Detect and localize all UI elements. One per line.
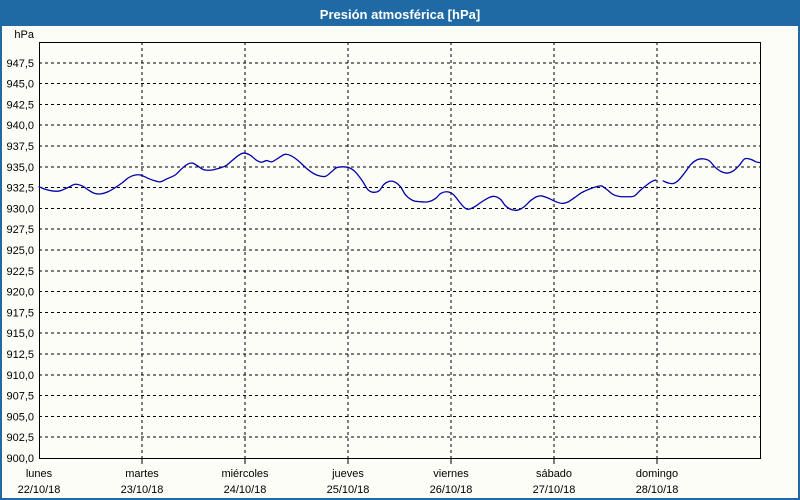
x-day-date-label: 26/10/18	[430, 484, 473, 496]
y-tick-label: 930,0	[6, 203, 34, 215]
y-tick-label: 902,5	[6, 432, 34, 444]
x-day-name-label: jueves	[331, 468, 364, 480]
plot-frame	[39, 42, 761, 459]
x-day-name-label: martes	[125, 468, 159, 480]
y-tick-label: 920,0	[6, 287, 34, 299]
y-tick-label: 927,5	[6, 224, 34, 236]
y-axis-unit-label: hPa	[14, 29, 34, 41]
x-day-date-label: 27/10/18	[533, 484, 576, 496]
x-day-name-label: domingo	[636, 468, 678, 480]
x-day-date-label: 25/10/18	[327, 484, 370, 496]
y-tick-label: 925,0	[6, 245, 34, 257]
title-bar: Presión atmosférica [hPa]	[2, 2, 798, 26]
y-tick-label: 917,5	[6, 307, 34, 319]
y-tick-label: 932,5	[6, 183, 34, 195]
y-tick-label: 935,0	[6, 162, 34, 174]
pressure-line	[38, 152, 657, 211]
x-day-name-label: lunes	[26, 468, 53, 480]
y-tick-label: 937,5	[6, 141, 34, 153]
y-tick-label: 947,5	[6, 58, 34, 70]
x-day-date-label: 23/10/18	[121, 484, 164, 496]
x-day-date-label: 22/10/18	[18, 484, 61, 496]
y-tick-label: 915,0	[6, 328, 34, 340]
y-tick-label: 942,5	[6, 99, 34, 111]
y-tick-label: 940,0	[6, 120, 34, 132]
window-title: Presión atmosférica [hPa]	[319, 6, 481, 22]
x-day-name-label: sábado	[536, 468, 572, 480]
y-tick-label: 945,0	[6, 79, 34, 91]
x-day-date-label: 24/10/18	[224, 484, 267, 496]
pressure-line	[662, 157, 761, 185]
x-day-name-label: miércoles	[221, 468, 269, 480]
y-tick-label: 907,5	[6, 391, 34, 403]
y-tick-label: 910,0	[6, 370, 34, 382]
y-tick-label: 922,5	[6, 266, 34, 278]
y-tick-label: 900,0	[6, 453, 34, 465]
y-tick-label: 912,5	[6, 349, 34, 361]
y-tick-label: 905,0	[6, 411, 34, 423]
x-day-name-label: viernes	[433, 468, 469, 480]
x-day-date-label: 28/10/18	[636, 484, 679, 496]
